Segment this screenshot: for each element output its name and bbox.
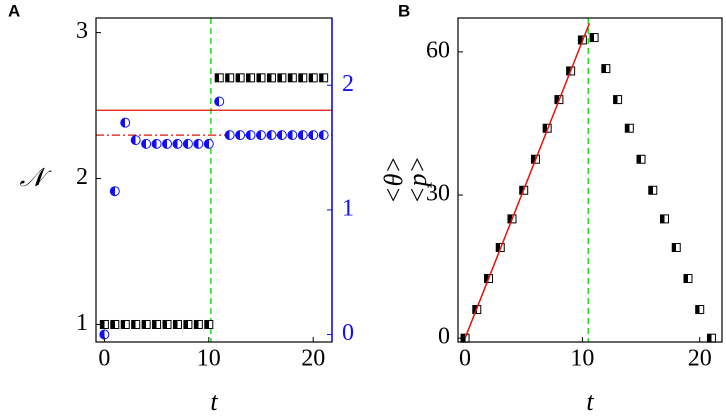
marker [245, 130, 256, 141]
marker [266, 73, 276, 83]
x-tick-label: 20 [301, 346, 325, 372]
marker [601, 64, 611, 74]
marker [318, 130, 329, 141]
marker [162, 319, 172, 329]
marker [695, 305, 705, 315]
marker [660, 214, 670, 224]
x-tick-label: 0 [98, 346, 110, 372]
marker [152, 319, 162, 329]
marker [172, 319, 182, 329]
y-axis-label: 𝒩 [20, 163, 53, 192]
y2-tick-label: 0 [342, 320, 354, 346]
marker [235, 130, 246, 141]
y-tick-label: 2 [76, 164, 88, 190]
y-tick-label: 0 [438, 324, 450, 350]
marker [151, 138, 162, 149]
marker [235, 73, 245, 83]
line [464, 22, 591, 339]
marker [182, 138, 193, 149]
marker [319, 73, 329, 83]
x-axis-label: t [586, 387, 594, 416]
marker [110, 319, 120, 329]
marker [172, 138, 183, 149]
plot-frame [95, 17, 333, 343]
marker [246, 73, 256, 83]
marker [613, 95, 623, 105]
panel-label: B [398, 1, 410, 20]
marker [225, 73, 235, 83]
panel-label: A [8, 1, 20, 20]
marker [130, 135, 141, 146]
marker [589, 33, 599, 43]
marker [671, 243, 681, 253]
marker [636, 154, 646, 164]
marker [109, 186, 120, 197]
marker [287, 130, 298, 141]
marker [276, 130, 287, 141]
marker [256, 73, 266, 83]
x-tick-label: 0 [459, 346, 471, 372]
marker [141, 319, 151, 329]
y-tick-label: 30 [426, 181, 450, 207]
marker [683, 274, 693, 284]
marker [298, 73, 308, 83]
y2-tick-label: 1 [342, 195, 354, 221]
marker [214, 96, 225, 107]
marker [204, 319, 214, 329]
marker [277, 73, 287, 83]
marker [203, 138, 214, 149]
marker [255, 130, 266, 141]
marker [266, 130, 277, 141]
marker [224, 130, 235, 141]
marker [141, 138, 152, 149]
x-tick-label: 10 [570, 346, 594, 372]
marker [297, 130, 308, 141]
plot-frame [457, 17, 723, 343]
marker [624, 123, 634, 133]
x-tick-label: 20 [688, 346, 712, 372]
marker [99, 319, 109, 329]
y-tick-label: 1 [76, 310, 88, 336]
y-tick-label: 60 [426, 37, 450, 63]
marker [308, 130, 319, 141]
x-axis-label: t [210, 387, 218, 416]
marker [120, 117, 131, 128]
marker [193, 138, 204, 149]
marker [308, 73, 318, 83]
y2-tick-label: 2 [342, 71, 354, 97]
y-tick-label: 3 [76, 18, 88, 44]
marker [131, 319, 141, 329]
marker [214, 73, 224, 83]
marker [183, 319, 193, 329]
marker [287, 73, 297, 83]
marker [162, 138, 173, 149]
marker [706, 333, 716, 343]
x-tick-label: 10 [197, 346, 221, 372]
marker [193, 319, 203, 329]
y-axis-label: <θ> [379, 156, 408, 204]
marker [648, 185, 658, 195]
y-axis-label: <p> [403, 156, 432, 204]
marker [120, 319, 130, 329]
